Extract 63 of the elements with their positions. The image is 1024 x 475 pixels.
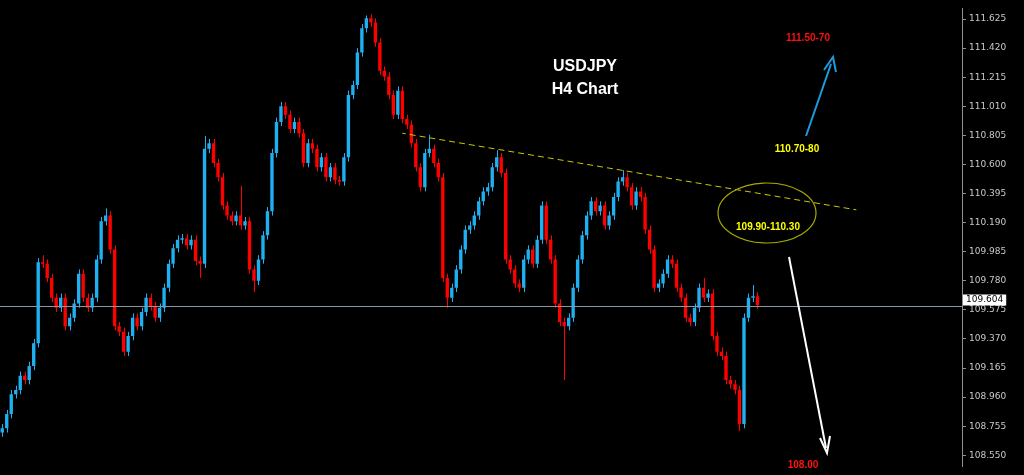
candlestick xyxy=(297,117,301,138)
y-tick-label: 111.010 xyxy=(969,100,1007,111)
candlestick xyxy=(490,162,494,192)
candlestick xyxy=(32,338,36,371)
text: H4 Chart xyxy=(551,80,620,98)
candlestick xyxy=(288,110,292,134)
candlestick xyxy=(90,293,94,313)
y-tick-label: 109.370 xyxy=(969,333,1007,344)
annotation: 108.00 xyxy=(787,458,819,470)
candlestick xyxy=(607,210,611,231)
y-tick-label: 110.395 xyxy=(969,187,1007,198)
y-tick-label: 110.600 xyxy=(969,158,1007,169)
candlestick xyxy=(454,264,458,293)
candlestick xyxy=(50,273,54,303)
annotation: 111.50-70 xyxy=(786,31,831,43)
candlestick xyxy=(126,331,130,357)
candlestick xyxy=(315,144,319,173)
candlestick xyxy=(328,162,333,182)
candlestick xyxy=(418,162,422,192)
candlestick xyxy=(306,138,310,168)
y-tick-label: 111.625 xyxy=(969,13,1007,24)
y-tick-label: 108.550 xyxy=(969,449,1007,460)
candlestick xyxy=(387,71,391,100)
ref-line-label: 109.604 xyxy=(966,294,1004,305)
candlestick xyxy=(634,186,638,211)
candlestick xyxy=(499,152,503,178)
candlestick xyxy=(593,196,598,217)
candlestick xyxy=(319,152,324,173)
y-tick-label: 110.805 xyxy=(969,129,1007,140)
y-tick-label: 108.755 xyxy=(969,420,1007,431)
annotation: 110.70-80 xyxy=(774,142,820,154)
y-tick-label: 109.985 xyxy=(969,246,1007,257)
y-tick-label: 109.165 xyxy=(969,362,1007,373)
candlestick xyxy=(665,254,670,279)
candlestick xyxy=(481,186,485,207)
candlestick xyxy=(391,90,396,120)
candlestick xyxy=(625,172,629,192)
y-tick-label: 109.575 xyxy=(969,304,1007,315)
candlestick xyxy=(279,101,283,127)
candlestick xyxy=(445,273,449,309)
candlestick xyxy=(324,152,328,182)
y-tick-label: 111.420 xyxy=(969,42,1007,53)
y-tick-label: 111.215 xyxy=(969,71,1007,82)
annotation: 109.90-110.30 xyxy=(736,220,801,232)
y-tick-label: 110.190 xyxy=(969,216,1007,227)
y-tick-label: 108.960 xyxy=(969,391,1007,402)
candlestick xyxy=(351,80,355,100)
text: USDJPY xyxy=(552,57,618,75)
candlestick xyxy=(477,196,481,221)
candlestick xyxy=(252,264,256,293)
candlestick xyxy=(121,327,126,357)
candlestick xyxy=(9,389,13,419)
candlestick xyxy=(629,182,634,211)
candlestick xyxy=(513,264,517,289)
candlestick xyxy=(463,224,467,255)
candlestick xyxy=(333,162,337,185)
y-tick-label: 109.780 xyxy=(969,275,1007,286)
candlestick xyxy=(661,268,665,289)
candlestick xyxy=(256,254,261,286)
candlestick xyxy=(495,149,499,173)
candlestick xyxy=(450,283,454,303)
candlestick xyxy=(508,254,512,275)
candlestick xyxy=(701,277,706,303)
